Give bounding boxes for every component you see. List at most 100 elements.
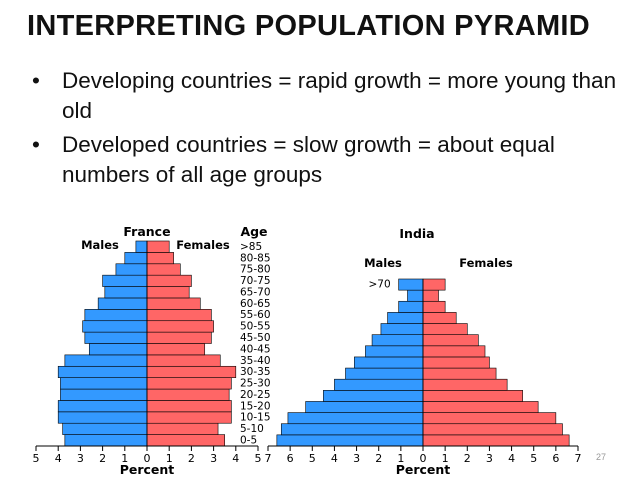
x-tick-label: 2 xyxy=(375,452,382,465)
male-bar xyxy=(407,289,424,302)
age-label: 55-60 xyxy=(240,309,271,321)
x-tick-label: 6 xyxy=(287,452,294,465)
male-bar xyxy=(280,423,424,436)
x-axis-label: Percent xyxy=(120,462,175,477)
female-bar xyxy=(422,401,539,413)
female-bar xyxy=(422,378,508,391)
female-bar xyxy=(422,334,479,347)
age-label: 50-55 xyxy=(240,321,271,333)
male-bar xyxy=(323,390,424,402)
female-bar xyxy=(146,411,232,424)
bullet-item: • Developed countries = slow growth = abo… xyxy=(28,130,618,190)
female-bar xyxy=(422,278,446,291)
female-bar xyxy=(146,252,174,265)
female-bar xyxy=(146,422,219,435)
x-tick-label: 0 xyxy=(144,452,151,465)
page-number: 27 xyxy=(596,452,607,462)
age-header: Age xyxy=(240,224,267,239)
male-bar xyxy=(398,278,424,291)
male-bar xyxy=(345,367,424,380)
age-label: 0-5 xyxy=(240,434,257,446)
age-label: 5-10 xyxy=(240,423,264,435)
age-label: 30-35 xyxy=(240,366,271,378)
slide-title: INTERPRETING POPULATION PYRAMID xyxy=(27,10,591,42)
male-bar xyxy=(398,300,424,313)
x-tick-label: 1 xyxy=(166,452,173,465)
female-bar xyxy=(422,412,557,425)
female-bar xyxy=(422,434,570,447)
male-bar xyxy=(115,263,148,276)
female-bar xyxy=(146,388,230,401)
chart-title: India xyxy=(399,226,434,241)
x-tick-label: 3 xyxy=(77,452,84,465)
male-bar xyxy=(104,286,148,299)
age-label: 10-15 xyxy=(240,412,271,424)
x-tick-label: 5 xyxy=(33,452,40,465)
male-bar xyxy=(60,388,148,401)
female-bar xyxy=(146,240,170,253)
france-pyramid: 0-55-1010-1515-2020-2525-3030-3535-4040-… xyxy=(33,224,271,477)
male-bar xyxy=(57,400,148,413)
male-bar xyxy=(57,411,148,424)
female-bar xyxy=(146,434,225,447)
age-label: 65-70 xyxy=(240,286,271,298)
male-bar xyxy=(371,334,424,347)
males-label: Males xyxy=(81,238,119,252)
female-bar xyxy=(146,377,232,390)
age-label: 20-25 xyxy=(240,389,271,401)
female-bar xyxy=(146,274,192,287)
male-bar xyxy=(124,252,148,265)
male-bar xyxy=(305,401,424,413)
male-bar xyxy=(62,422,148,435)
female-bar xyxy=(146,297,201,310)
female-bar xyxy=(422,312,457,324)
male-bar xyxy=(287,412,424,425)
x-tick-label: 7 xyxy=(575,452,582,465)
male-bar xyxy=(276,434,424,447)
x-axis-label: Percent xyxy=(396,462,451,477)
female-bar xyxy=(422,367,497,380)
male-bar xyxy=(82,320,148,333)
age-label: 25-30 xyxy=(240,378,271,390)
male-bar xyxy=(60,377,148,390)
chart-title: France xyxy=(123,224,170,239)
female-bar xyxy=(422,423,563,436)
age-label: 35-40 xyxy=(240,355,271,367)
age-label: 15-20 xyxy=(240,400,271,412)
male-bar xyxy=(64,354,148,367)
female-bar xyxy=(146,365,237,378)
female-bar xyxy=(422,356,490,369)
age-label: 45-50 xyxy=(240,332,271,344)
male-bar xyxy=(135,240,148,253)
male-bar xyxy=(84,309,148,322)
x-tick-label: 4 xyxy=(331,452,338,465)
male-bar xyxy=(334,378,424,391)
x-tick-label: 6 xyxy=(552,452,559,465)
x-tick-label: 1 xyxy=(397,452,404,465)
female-bar xyxy=(146,320,214,333)
female-bar xyxy=(146,343,206,356)
age-label: 75-80 xyxy=(240,264,271,276)
male-bar xyxy=(57,365,148,378)
female-bar xyxy=(146,309,212,322)
males-label: Males xyxy=(364,256,402,270)
x-tick-label: 5 xyxy=(530,452,537,465)
x-tick-label: 3 xyxy=(210,452,217,465)
male-bar xyxy=(64,434,148,447)
bullet-dot: • xyxy=(32,132,40,157)
female-bar xyxy=(422,300,446,313)
x-tick-label: 1 xyxy=(442,452,449,465)
x-tick-label: 0 xyxy=(420,452,427,465)
bullet-dot: • xyxy=(32,68,40,93)
female-bar xyxy=(422,390,523,402)
females-label: Females xyxy=(459,256,513,270)
x-tick-label: 5 xyxy=(309,452,316,465)
x-tick-label: 2 xyxy=(99,452,106,465)
female-bar xyxy=(146,354,221,367)
age-label: 60-65 xyxy=(240,298,271,310)
x-tick-label: 7 xyxy=(265,452,272,465)
x-tick-label: 4 xyxy=(55,452,62,465)
male-bar xyxy=(102,274,148,287)
male-bar xyxy=(365,345,424,358)
